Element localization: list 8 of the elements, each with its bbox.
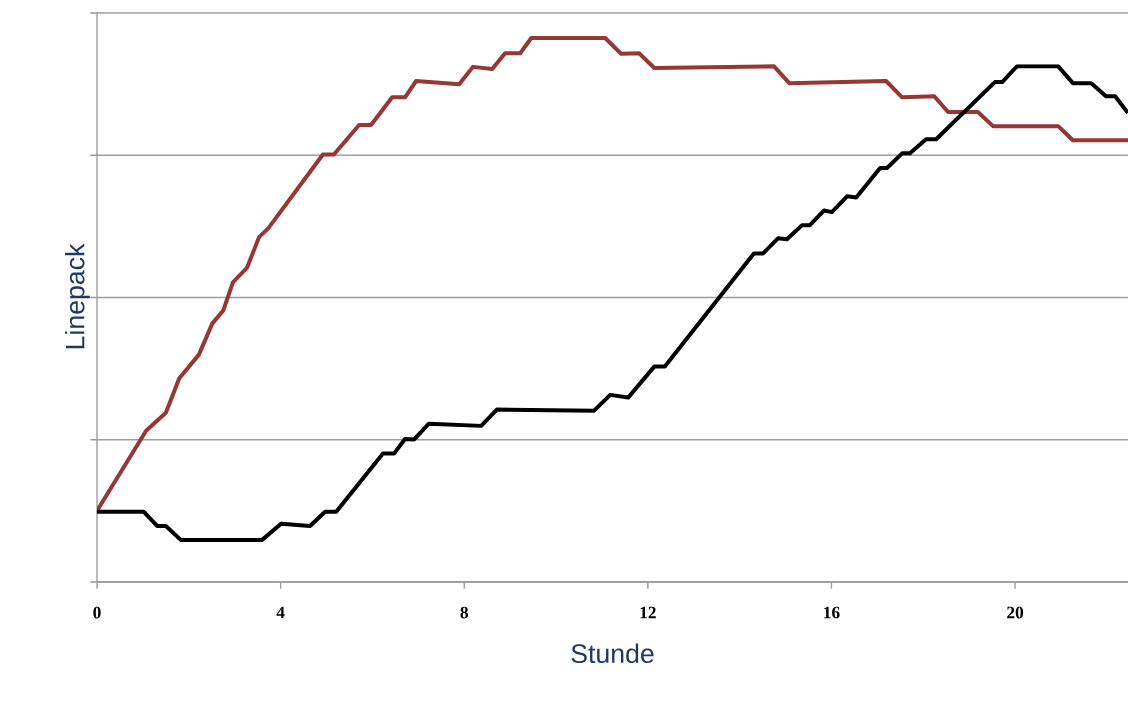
x-tick-label: 0: [93, 606, 101, 619]
x-tick-label: 20: [1007, 606, 1024, 619]
x-tick-label: 4: [276, 606, 285, 619]
x-tick-label: 8: [460, 606, 468, 619]
x-tick-label: 16: [824, 606, 840, 619]
x-axis-title: Stunde: [571, 643, 654, 664]
y-axis-title: Linepack: [64, 243, 90, 349]
x-tick-label: 12: [640, 606, 656, 619]
